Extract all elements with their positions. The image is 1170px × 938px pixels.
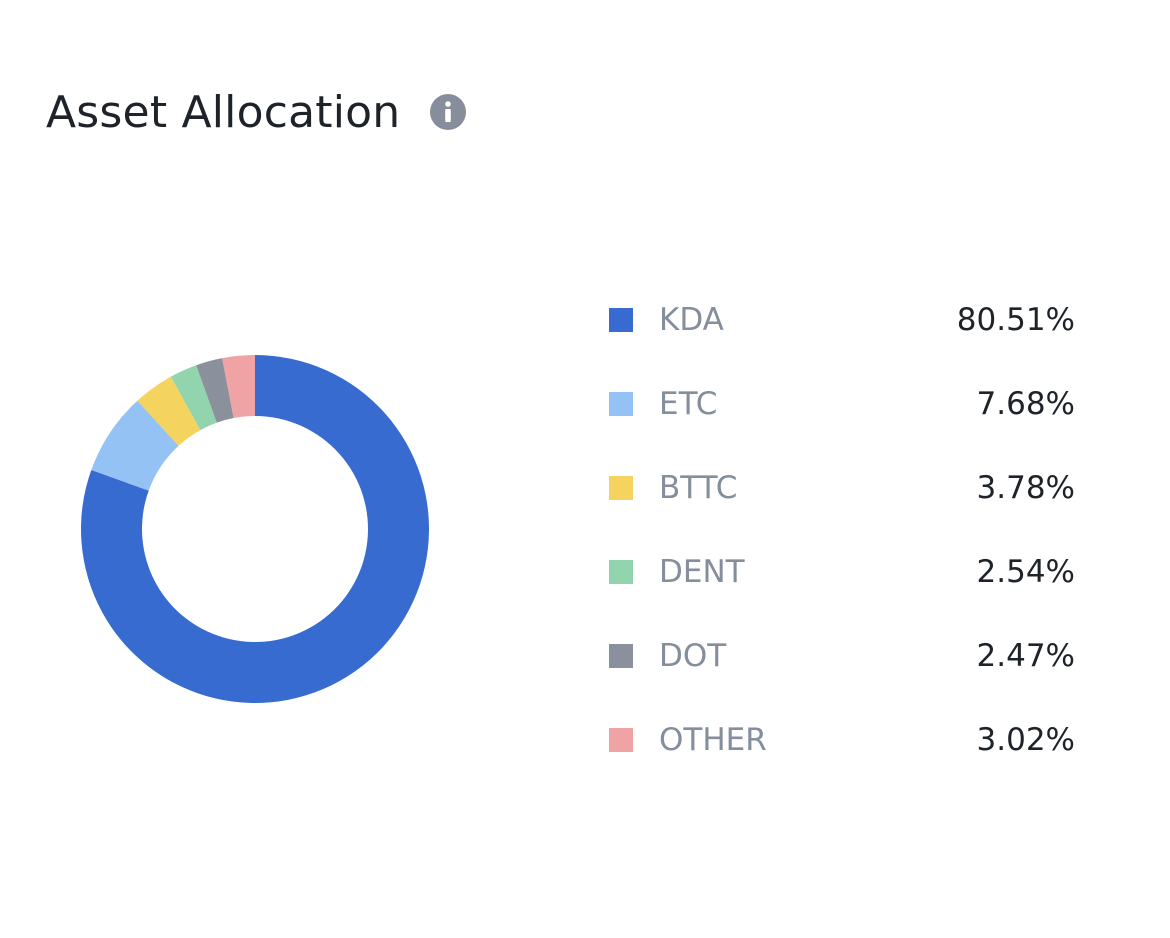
legend-swatch xyxy=(609,560,633,584)
legend-swatch xyxy=(609,476,633,500)
chart-header: Asset Allocation xyxy=(46,84,467,140)
legend-value: 3.78% xyxy=(976,470,1075,506)
info-icon[interactable] xyxy=(430,94,467,130)
donut-slice-other[interactable] xyxy=(222,355,255,419)
legend-label: OTHER xyxy=(659,722,767,758)
legend-value: 2.47% xyxy=(976,638,1075,674)
donut-slice-kda[interactable] xyxy=(80,355,429,703)
legend-item-kda[interactable]: KDA 80.51% xyxy=(609,278,1079,362)
legend-label: ETC xyxy=(659,386,718,422)
legend-swatch xyxy=(609,392,633,416)
chart-title: Asset Allocation xyxy=(46,86,401,138)
legend-item-etc[interactable]: ETC 7.68% xyxy=(609,362,1079,446)
donut-slice-bttc[interactable] xyxy=(137,376,201,446)
legend-swatch xyxy=(609,728,633,752)
legend-swatch xyxy=(609,644,633,668)
legend-label: DOT xyxy=(659,638,727,674)
legend-value: 2.54% xyxy=(976,554,1075,590)
legend-label: BTTC xyxy=(659,470,738,506)
legend-item-bttc[interactable]: BTTC 3.78% xyxy=(609,446,1079,530)
legend-value: 7.68% xyxy=(976,386,1075,422)
legend-value: 3.02% xyxy=(976,722,1075,758)
legend-swatch xyxy=(609,308,633,332)
donut-slice-dent[interactable] xyxy=(170,365,217,431)
donut-chart xyxy=(80,355,429,703)
donut-slice-dot[interactable] xyxy=(196,358,234,423)
legend-item-other[interactable]: OTHER 3.02% xyxy=(609,698,1079,782)
donut-slice-etc[interactable] xyxy=(91,400,179,491)
legend-item-dent[interactable]: DENT 2.54% xyxy=(609,530,1079,614)
chart-legend: KDA 80.51% ETC 7.68% BTTC 3.78% DENT 2.54% DOT 2.… xyxy=(609,278,1079,782)
legend-value: 80.51% xyxy=(956,302,1075,338)
legend-item-dot[interactable]: DOT 2.47% xyxy=(609,614,1079,698)
legend-label: KDA xyxy=(659,302,724,338)
legend-label: DENT xyxy=(659,554,745,590)
